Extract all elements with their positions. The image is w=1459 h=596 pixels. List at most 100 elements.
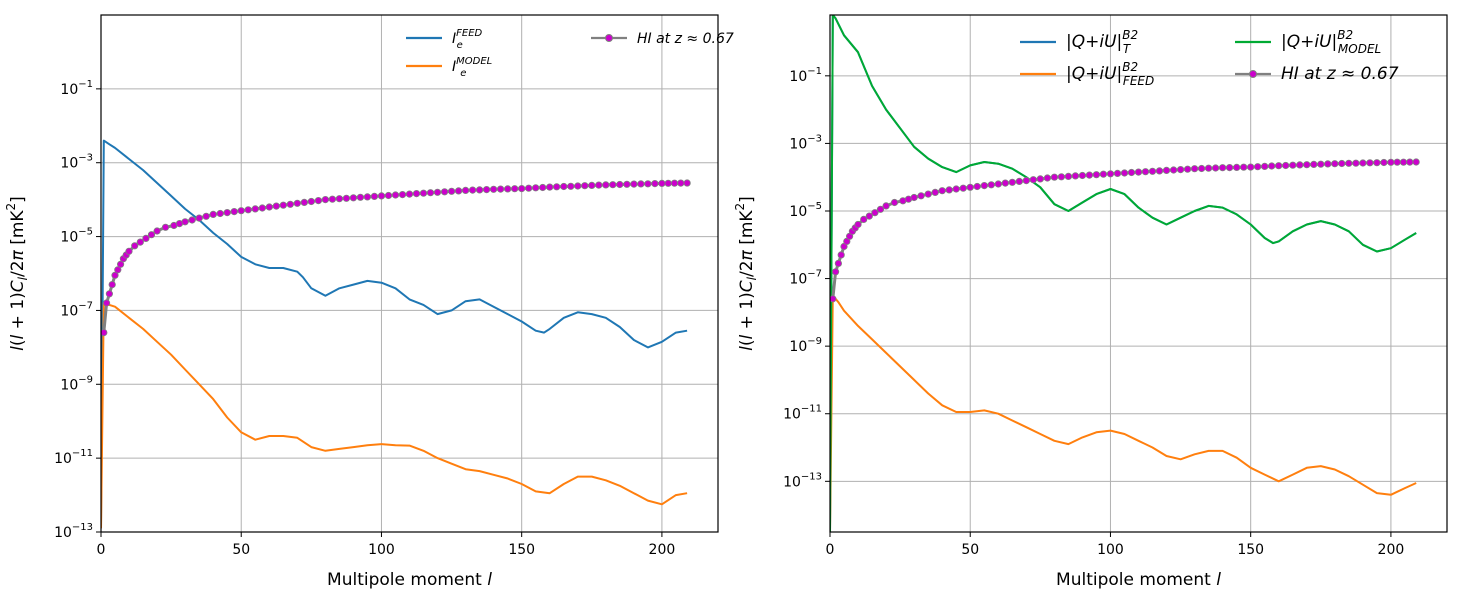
series-line-1 [101,139,688,529]
hi-marker [1412,158,1420,166]
hi-marker [293,199,301,207]
y-axis-label: l(l + 1)Cl/2π [mK2] [733,196,759,351]
chart-panel-1: 0 50 100 150 200 10−1 10−3 10−5 10−7 10−9 10−11 10−… [4,14,734,590]
hi-marker [1387,158,1395,166]
hi-marker [1015,177,1023,185]
hi-marker [539,183,547,192]
hi-marker [525,184,533,192]
legend-marker [605,34,613,42]
hi-marker [1212,164,1220,172]
hi-marker [377,192,386,200]
hi-marker [101,329,108,337]
hi-marker [677,179,685,187]
hi-marker [384,191,393,200]
hi-marker [931,188,939,196]
hi-marker [1282,161,1290,170]
hi-marker [994,180,1002,188]
hi-marker [837,251,845,259]
hi-marker [1219,164,1227,172]
hi-marker [1106,170,1115,178]
hi-marker [830,295,837,303]
hi-marker [244,206,252,214]
hi-marker [623,180,631,188]
y-tick-label: 10−7 [789,269,822,288]
plot-frame [829,14,1448,533]
hi-marker [1191,165,1199,173]
hi-marker [1261,162,1269,170]
legend-label: |Q+iU|B2 FEED [1066,60,1154,88]
y-tick-label: 10−7 [60,300,93,319]
series-line-2 [830,294,1417,532]
hi-marker [398,191,407,199]
y-tick-label: 10−9 [60,374,93,393]
hi-marker [860,215,868,223]
hi-marker [1001,179,1009,187]
hi-marker [1317,160,1325,168]
hi-marker [1071,172,1080,180]
hi-marker [251,205,259,213]
hi-marker [209,210,217,218]
x-tick-label: 0 [97,542,106,558]
hi-marker [945,186,953,194]
hi-marker [553,183,561,191]
hi-marker [651,180,659,188]
hi-marker [237,207,245,215]
hi-marker [356,193,364,201]
hi-marker [1366,159,1374,167]
hi-marker [1184,165,1192,173]
hi-marker [574,182,582,190]
hi-marker [609,181,617,189]
x-tick-label: 200 [1378,542,1405,558]
hi-marker [181,218,189,226]
hi-marker [363,193,371,201]
hi-marker [1331,160,1339,168]
hi-marker [1205,164,1213,172]
series-line-1 [830,15,1417,532]
hi-marker [153,227,161,235]
hi-marker [1099,170,1108,178]
y-tick-label: 10−1 [60,79,93,98]
hi-marker [1296,161,1304,169]
hi-marker [664,179,672,187]
hi-marker [300,198,308,206]
y-axis-label: l(l + 1)Cl/2π [mK2] [4,196,30,351]
hi-marker [433,188,442,196]
hi-marker [831,268,840,276]
hi-marker [890,198,899,207]
hi-marker [1141,168,1150,176]
hi-marker [391,191,400,199]
hi-marker [1092,171,1101,179]
hi-marker [637,180,645,188]
legend-marker [1249,70,1257,78]
hi-marker [1064,172,1073,180]
hi-marker [496,185,505,193]
hi-marker [461,186,470,194]
x-tick-label: 150 [508,542,535,558]
hi-marker [1324,160,1332,168]
hi-marker [468,186,477,194]
hi-marker [1008,178,1016,186]
hi-marker [482,186,491,194]
hi-marker [1380,158,1388,167]
hi-marker [426,189,435,197]
hi-marker [938,187,946,195]
chart-panel-2: 0 50 100 150 200 10−1 10−3 10−5 10−7 10−9 10−11 10−… [733,14,1448,590]
plot-frame [100,14,719,533]
hi-marker [1134,168,1143,176]
hi-marker [959,184,967,192]
hi-marker [980,182,988,190]
hi-marker [882,202,890,210]
hi-marker [188,216,196,224]
hi-marker [1043,174,1052,182]
hi-marker [1162,166,1171,174]
hi-marker [616,180,624,189]
hi-marker [489,185,498,193]
hi-marker [588,181,596,189]
hi-marker [349,194,357,202]
hi-marker [114,266,122,274]
hi-marker [307,197,315,206]
hi-marker [265,203,273,211]
hi-marker [1240,163,1248,171]
series-line-3 [830,15,1417,532]
